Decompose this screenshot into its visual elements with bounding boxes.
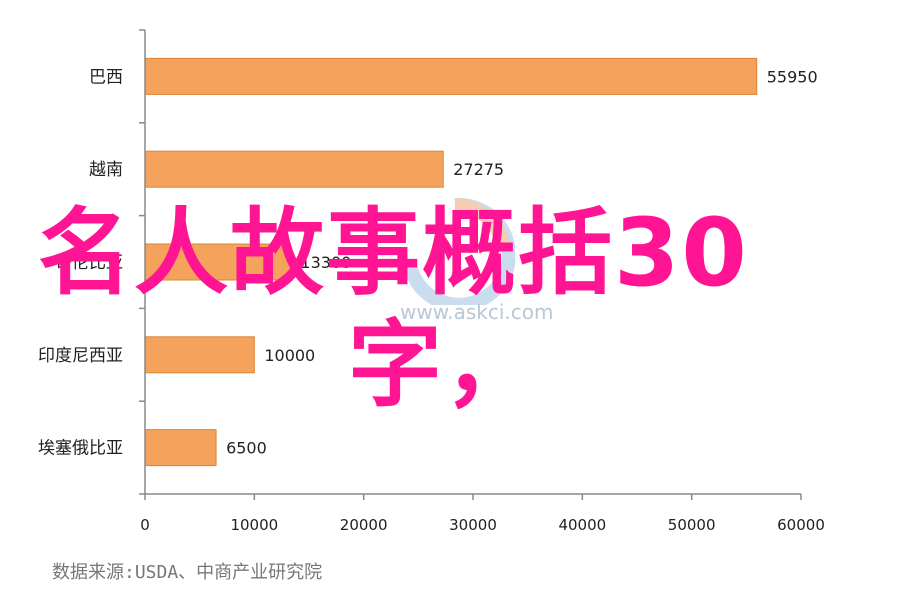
x-tick-label-6: 60000 (777, 516, 825, 534)
x-tick-label-5: 50000 (668, 516, 716, 534)
overlay-title-line-2: 字， (348, 311, 541, 420)
category-label-1: 越南 (89, 160, 123, 180)
x-tick-label-1: 10000 (230, 516, 278, 534)
bar-0 (144, 57, 758, 95)
overlay-title-line-1: 名人故事概括30 (38, 199, 749, 308)
category-label-2: 哥伦比亚 (55, 253, 123, 273)
category-label-4: 埃塞俄比亚 (38, 439, 123, 459)
data-label-1: 27275 (453, 160, 504, 179)
bar-3 (144, 336, 255, 374)
data-label-0: 55950 (767, 67, 818, 86)
x-tick-label-3: 30000 (449, 516, 497, 534)
bar-1 (144, 150, 444, 188)
watermark-text: www.askci.com (400, 300, 554, 324)
data-label-3: 10000 (264, 346, 315, 365)
bars-group (144, 57, 758, 467)
x-tick-label-0: 0 (140, 516, 150, 534)
bar-4 (144, 429, 217, 467)
axes-group: 0 10000 20000 30000 40000 50000 60000 (139, 29, 825, 534)
overlay-title: 名人故事概括30 字， (38, 198, 878, 422)
category-label-3: 印度尼西亚 (38, 346, 123, 366)
x-tick-label-2: 20000 (340, 516, 388, 534)
data-label-2: 13300 (300, 253, 351, 272)
bar-2 (144, 243, 291, 281)
category-label-0: 巴西 (89, 67, 123, 87)
watermark-logo-icon (395, 195, 516, 312)
data-label-4: 6500 (226, 439, 267, 458)
x-tick-label-4: 40000 (558, 516, 606, 534)
source-note: 数据来源:USDA、中商产业研究院 (52, 562, 323, 583)
labels-group: 巴西 55950 越南 27275 哥伦比亚 13300 印度尼西亚 10000 埃塞俄比亚 65… (38, 67, 818, 458)
